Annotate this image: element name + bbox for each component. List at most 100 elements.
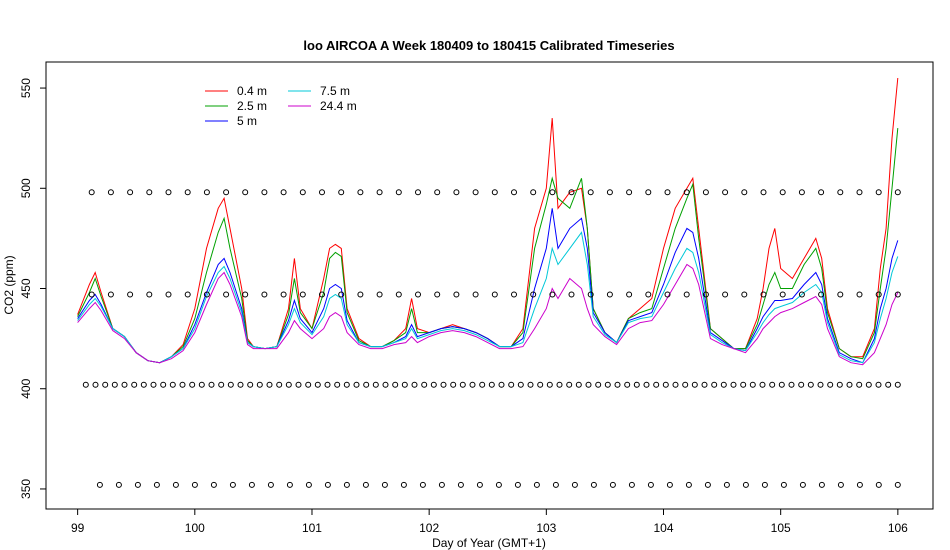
reference-circle [742,481,749,488]
series-line-3 [77,231,899,364]
reference-circle [537,381,544,388]
reference-circle [248,481,255,488]
reference-circle [469,381,476,388]
reference-circle [395,189,402,196]
reference-circle [276,381,283,388]
reference-circle [894,381,901,388]
reference-circle [779,291,786,298]
reference-circle [457,481,464,488]
reference-circle [191,481,198,488]
reference-circle [749,381,756,388]
reference-circle [799,481,806,488]
reference-circle [846,381,853,388]
reference-circle [102,381,109,388]
reference-circle [856,381,863,388]
reference-circle [704,481,711,488]
reference-circle [179,381,186,388]
reference-circle [741,189,748,196]
series-line-4 [77,263,899,366]
reference-circle [372,381,379,388]
reference-circle [711,381,718,388]
reference-circle [779,189,786,196]
reference-circle [127,189,134,196]
reference-circle [299,291,306,298]
reference-circle [223,291,230,298]
reference-circle [88,189,95,196]
reference-circle [769,381,776,388]
reference-circle [595,381,602,388]
reference-circle [568,189,575,196]
y-axis: 350 400 450 500 550 [19,78,47,499]
reference-circle [798,381,805,388]
reference-circle [780,481,787,488]
y-tick-label: 500 [19,178,33,198]
reference-circle [664,189,671,196]
reference-circle [247,381,254,388]
reference-circle [450,381,457,388]
reference-circle [305,481,312,488]
reference-circle [798,189,805,196]
reference-circle [382,381,389,388]
reference-circle [376,291,383,298]
reference-circle [107,291,114,298]
reference-circle [285,381,292,388]
y-axis-label: CO2 (ppm) [2,255,16,314]
reference-circle [568,291,575,298]
reference-circle [261,291,268,298]
reference-circle [691,381,698,388]
reference-circle [856,291,863,298]
reference-circle [324,481,331,488]
reference-circle [165,291,172,298]
reference-circle [511,189,517,196]
series-line-2 [77,208,899,364]
reference-circle [837,481,844,488]
reference-circle [741,291,748,298]
reference-circle [549,291,556,298]
reference-circle [491,291,498,298]
reference-circle [150,381,157,388]
x-tick-label: 100 [185,521,205,535]
reference-circle [530,189,537,196]
reference-circle [894,189,901,196]
reference-circle [643,381,650,388]
reference-circle [827,381,834,388]
reference-circle [434,291,441,298]
reference-circle [546,381,553,388]
reference-circle [778,381,785,388]
reference-circle [885,381,892,388]
reference-circle [169,381,176,388]
reference-circle [760,189,767,196]
reference-circle [856,481,863,488]
reference-circle [837,189,844,196]
reference-circle [498,381,505,388]
reference-circle [440,381,447,388]
reference-circle [362,481,369,488]
reference-circle [324,381,331,388]
reference-circle [127,291,134,298]
reference-circle [229,481,236,488]
reference-circle [683,189,690,196]
reference-circle [92,381,99,388]
reference-circle [508,381,515,388]
reference-circle [434,189,441,196]
reference-circle [552,481,559,488]
reference-circle [875,291,882,298]
reference-circle [818,291,825,298]
reference-circle [400,481,407,488]
reference-circle [381,481,388,488]
reference-circle [624,381,631,388]
reference-circle [146,189,153,196]
reference-circle [88,291,95,298]
reference-circle [280,189,287,196]
reference-circle [807,381,814,388]
reference-circle [645,189,652,196]
reference-circle [549,189,556,196]
reference-circle [476,481,483,488]
reference-circle [702,189,709,196]
reference-circle [730,381,737,388]
reference-circle [256,381,263,388]
reference-circle [131,381,138,388]
reference-circle [817,381,824,388]
reference-circle [299,189,306,196]
reference-circle [587,189,594,196]
